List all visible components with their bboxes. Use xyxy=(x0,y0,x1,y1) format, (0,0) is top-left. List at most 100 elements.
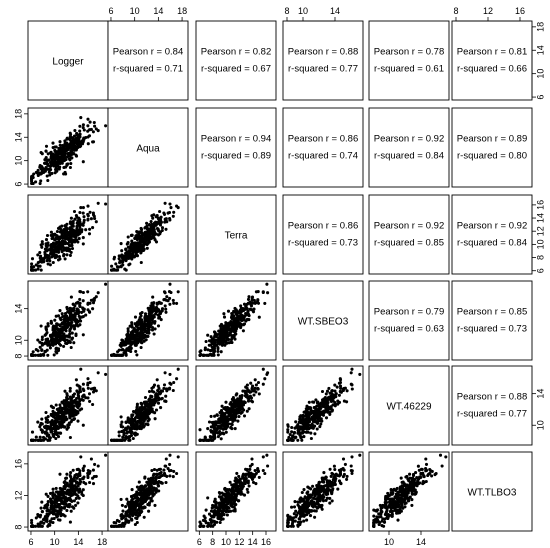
scatter-point xyxy=(55,414,59,419)
scatter-point xyxy=(202,514,206,518)
scatter-point xyxy=(68,498,72,502)
scatter-point xyxy=(127,263,131,267)
scatter-point xyxy=(130,335,134,339)
scatter-point xyxy=(242,493,247,497)
scatter-point xyxy=(302,519,306,523)
scatter-point xyxy=(45,519,49,523)
scatter-point xyxy=(147,503,151,507)
scatter-point xyxy=(309,436,313,441)
scatter-point xyxy=(65,249,69,253)
scatter-point xyxy=(77,143,81,147)
panel-WT.TLBO3-WT.SBEO3 xyxy=(282,451,364,532)
scatter-point xyxy=(175,471,179,476)
scatter-point xyxy=(79,455,83,459)
scatter-point xyxy=(117,430,121,434)
scatter-point xyxy=(261,468,265,473)
scatter-point xyxy=(218,429,222,434)
panel-frame xyxy=(282,20,364,101)
scatter-point xyxy=(147,328,151,332)
scatter-point xyxy=(44,155,48,160)
scatter-point xyxy=(250,477,255,481)
scatter-point xyxy=(144,338,148,342)
scatter-point xyxy=(145,331,149,335)
scatter-point xyxy=(152,403,156,407)
scatter-point xyxy=(38,171,42,175)
scatter-point xyxy=(81,142,85,146)
scatter-point xyxy=(128,430,132,434)
scatter-point xyxy=(75,307,79,311)
panel-frame xyxy=(195,20,277,101)
scatter-point xyxy=(46,152,50,156)
scatter-point xyxy=(112,520,116,525)
scatter-point xyxy=(54,254,58,258)
scatter-point xyxy=(163,201,167,205)
scatter-point xyxy=(45,162,50,166)
scatter-point xyxy=(75,383,79,387)
scatter-point xyxy=(315,427,319,431)
scatter-point xyxy=(263,377,267,381)
scatter-point xyxy=(162,386,166,390)
scatter-point xyxy=(92,214,96,218)
panel-Aqua-Logger xyxy=(27,107,109,188)
scatter-point xyxy=(124,255,128,259)
scatter-point xyxy=(163,297,167,301)
scatter-point xyxy=(54,314,58,318)
scatter-point xyxy=(62,513,66,517)
panel-frame xyxy=(195,107,277,188)
scatter-point xyxy=(206,427,210,431)
scatter-point xyxy=(142,325,146,329)
scatter-point xyxy=(330,397,334,401)
scatter-point xyxy=(86,204,90,208)
scatter-point xyxy=(53,327,57,331)
scatter-point xyxy=(44,332,48,336)
scatter-point xyxy=(332,464,336,468)
scatter-point xyxy=(61,143,65,148)
scatter-point xyxy=(154,408,159,412)
scatter-point xyxy=(168,302,172,306)
scatter-point xyxy=(137,322,141,326)
scatter-point xyxy=(237,499,241,503)
scatter-point xyxy=(214,502,218,506)
scatter-point xyxy=(70,147,74,151)
scatter-point xyxy=(133,338,137,342)
scatter-point xyxy=(163,217,167,221)
scatter-point xyxy=(152,398,156,402)
scatter-point xyxy=(80,139,84,143)
scatter-point xyxy=(65,341,69,346)
scatter-point xyxy=(171,475,175,479)
scatter-point xyxy=(72,309,76,313)
scatter-point xyxy=(246,297,251,301)
rsquared-label: r-squared = 0.84 xyxy=(457,238,527,249)
scatter-point xyxy=(306,485,310,489)
scatter-point xyxy=(152,332,156,336)
scatter-point xyxy=(44,149,48,153)
scatter-point xyxy=(212,434,216,438)
scatter-point xyxy=(289,524,293,528)
scatter-point xyxy=(232,402,236,406)
scatter-point xyxy=(345,389,349,393)
scatter-point xyxy=(69,477,73,481)
scatter-point xyxy=(72,327,77,331)
scatter-point xyxy=(63,257,67,261)
scatter-point xyxy=(250,400,255,404)
scatter-point xyxy=(124,350,128,354)
scatter-point xyxy=(343,462,347,466)
scatter-point xyxy=(119,264,123,268)
scatter-point xyxy=(349,371,353,375)
scatter-point xyxy=(324,404,329,408)
scatter-point xyxy=(300,438,304,442)
panel-WT.TLBO3-Logger xyxy=(27,451,109,532)
scatter-point xyxy=(138,247,142,251)
scatter-point xyxy=(226,309,231,313)
scatter-point xyxy=(58,403,62,407)
scatter-point xyxy=(358,372,362,376)
scatter-point xyxy=(256,468,260,472)
scatter-point xyxy=(216,353,220,357)
scatter-point xyxy=(250,387,254,391)
scatter-point xyxy=(154,472,159,476)
scatter-point xyxy=(148,400,152,404)
scatter-point xyxy=(64,165,68,169)
scatter-point xyxy=(251,384,255,388)
scatter-point xyxy=(68,226,72,230)
scatter-point xyxy=(38,523,42,527)
